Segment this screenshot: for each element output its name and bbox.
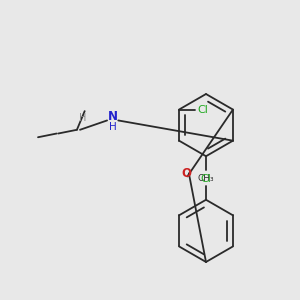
Text: CH₃: CH₃ [198, 174, 214, 183]
Text: N: N [108, 110, 118, 123]
Text: O: O [182, 167, 191, 180]
Text: Cl: Cl [201, 174, 212, 184]
Text: Cl: Cl [198, 105, 208, 115]
Text: H: H [109, 122, 116, 132]
Text: H: H [80, 113, 87, 123]
